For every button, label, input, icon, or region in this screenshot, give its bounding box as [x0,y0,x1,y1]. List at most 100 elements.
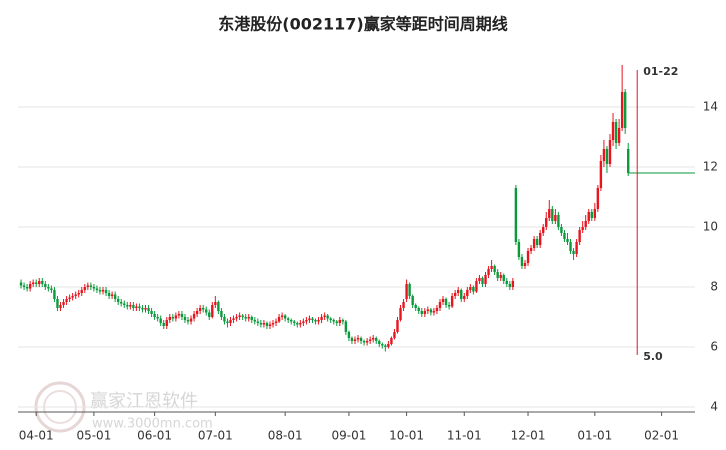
x-tick-label: 07-01 [198,429,233,443]
candle-body [31,282,35,284]
candle-body [156,316,159,319]
candle-body [280,315,284,317]
candle-body [438,301,442,308]
candle-body [344,321,348,332]
candle-body [444,298,448,305]
candle-body [147,307,150,311]
candle-body [617,127,621,143]
candle-body [551,208,554,221]
candle-body [420,310,423,314]
candle-body [493,265,496,272]
candle-body [77,292,80,295]
candle-body [41,280,44,284]
candle-body [189,318,193,322]
candle-body [314,319,317,322]
candle-body [174,315,178,319]
candle-body [393,331,396,338]
candle-body [368,339,372,341]
candle-body [107,292,111,296]
candle-body [211,304,214,317]
candle-body [277,316,281,322]
candle-body [259,322,263,325]
candle-body [341,319,345,322]
y-tick-label: 10 [703,219,718,233]
candle-body [599,160,603,188]
x-tick-label: 01-01 [577,429,612,443]
candle-body [466,289,469,296]
candle-body [371,337,375,340]
candle-body [478,277,481,281]
candle-body [384,345,387,347]
candle-body [317,319,320,322]
candle-body [141,307,144,310]
candle-body [208,312,211,317]
candle-body [241,315,244,317]
candle-body [578,229,581,242]
candle-body [120,301,123,304]
chart-title: 东港股份(002117)赢家等距时间周期线 [218,15,507,34]
candle-body [614,121,618,143]
candle-body [25,286,29,289]
candle-body [283,315,287,319]
y-tick-label: 12 [703,159,718,173]
candle-body [362,340,366,343]
candle-body [271,322,275,325]
candle-body [235,316,238,319]
candle-body [584,220,587,227]
candle-body [542,226,545,233]
candle-body [71,295,74,298]
candle-body [247,316,250,319]
candle-body [65,298,68,302]
candle-body [256,321,260,323]
candle-body [53,289,56,299]
candle-body [274,321,278,323]
candle-body [226,321,229,323]
candle-body [350,337,354,341]
candle-body [165,319,168,326]
candle-body [205,309,208,313]
candle-body [526,250,530,263]
candle-body [232,318,235,320]
candle-body [608,139,612,164]
candle-body [162,322,165,326]
candle-body [390,337,393,344]
candle-body [417,307,420,311]
candle-body [538,232,542,245]
candle-body [511,280,515,287]
candle-body [223,316,226,322]
candle-body [329,318,332,320]
candle-body [375,337,378,341]
x-tick-label: 11-01 [447,429,482,443]
candle-body [104,289,108,293]
candle-body [59,304,62,308]
candle-body [429,309,433,313]
y-tick-label: 14 [703,99,718,113]
candle-body [581,226,584,230]
candle-body [86,285,90,287]
candle-body [396,319,399,332]
candle-body [268,324,272,326]
candle-body [484,274,487,284]
candle-body [80,289,83,293]
candle-body [441,298,445,302]
candle-body [38,280,41,284]
candle-body [253,319,256,322]
candle-body [575,241,578,254]
candle-body [311,318,314,320]
candle-body [308,318,311,320]
candle-body [126,304,129,307]
candle-body [290,319,293,322]
candle-body [514,187,518,242]
candle-body [110,294,114,296]
candle-body [338,319,342,323]
candle-body [168,316,171,320]
candle-body [359,337,363,341]
candle-body [153,313,156,317]
candle-body [590,211,593,218]
candle-body [475,280,478,292]
x-tick-label: 09-01 [331,429,366,443]
candle-body [405,283,408,299]
candle-body [502,274,505,281]
x-tick-label: 05-01 [76,429,111,443]
